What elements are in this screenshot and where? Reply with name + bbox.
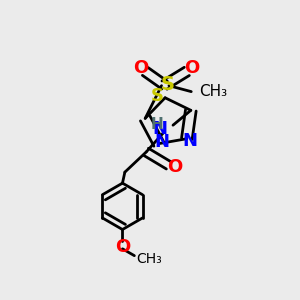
Text: S: S [151,87,164,105]
Text: O: O [167,158,182,176]
Text: N: N [182,132,197,150]
Text: CH₃: CH₃ [136,252,162,266]
Text: CH₃: CH₃ [199,84,227,99]
Text: O: O [133,58,148,76]
Text: H: H [151,117,164,132]
Text: N: N [152,120,167,138]
Text: N: N [154,133,169,151]
Text: O: O [115,238,130,256]
Text: O: O [184,58,199,76]
Text: S: S [160,75,175,94]
